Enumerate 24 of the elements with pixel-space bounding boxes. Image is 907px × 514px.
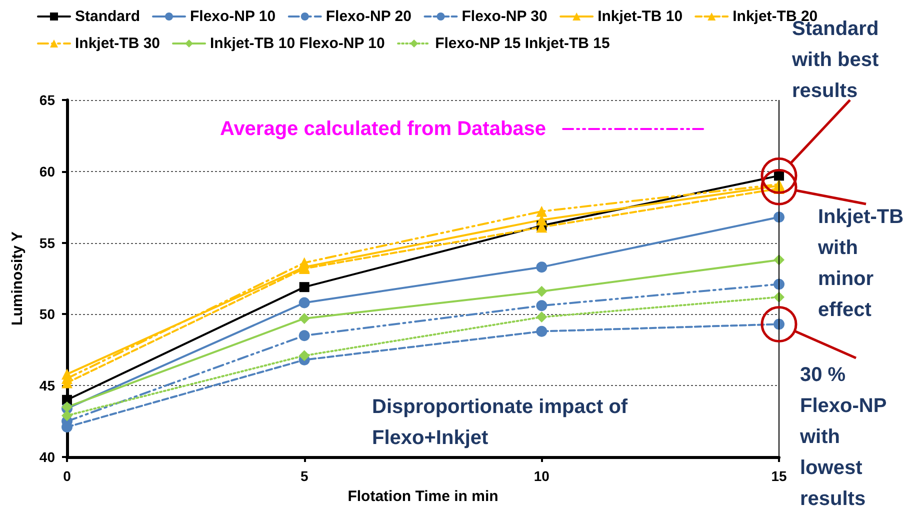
annotation: Inkjet-TB with minor effect xyxy=(818,205,904,323)
x-tick-label: 0 xyxy=(63,468,72,484)
annotation: Disproportionate impact of Flexo+Inkjet xyxy=(372,395,629,451)
x-tick-label: 10 xyxy=(534,468,550,484)
legend-label: Flexo-NP 10 xyxy=(190,8,276,25)
legend-label: Average calculated from Database xyxy=(220,118,546,140)
annotation: 30 % Flexo-NP with lowest results xyxy=(800,363,888,512)
y-tick-label: 55 xyxy=(39,234,56,251)
y-tick-label: 45 xyxy=(39,378,56,394)
y-tick-label: 60 xyxy=(39,163,56,180)
x-axis-title: Flotation Time in min xyxy=(348,488,498,505)
legend-label: Standard xyxy=(75,8,140,25)
y-tick-label: 40 xyxy=(39,449,56,465)
x-tick-label: 5 xyxy=(300,468,308,484)
legend-label: Inkjet-TB 10 xyxy=(598,8,683,25)
y-axis-title: Luminosity Y xyxy=(9,232,26,326)
legend-label: Flexo-NP 30 xyxy=(462,8,548,25)
x-tick-label: 15 xyxy=(771,468,787,484)
y-tick-label: 65 xyxy=(39,92,56,108)
legend-label: Flexo-NP 15 Inkjet-TB 15 xyxy=(435,35,610,52)
legend-label: Inkjet-TB 10 Flexo-NP 10 xyxy=(210,35,385,52)
legend-label: Inkjet-TB 30 xyxy=(75,35,160,52)
legend-label: Flexo-NP 20 xyxy=(326,8,412,25)
y-tick-label: 50 xyxy=(39,306,56,322)
